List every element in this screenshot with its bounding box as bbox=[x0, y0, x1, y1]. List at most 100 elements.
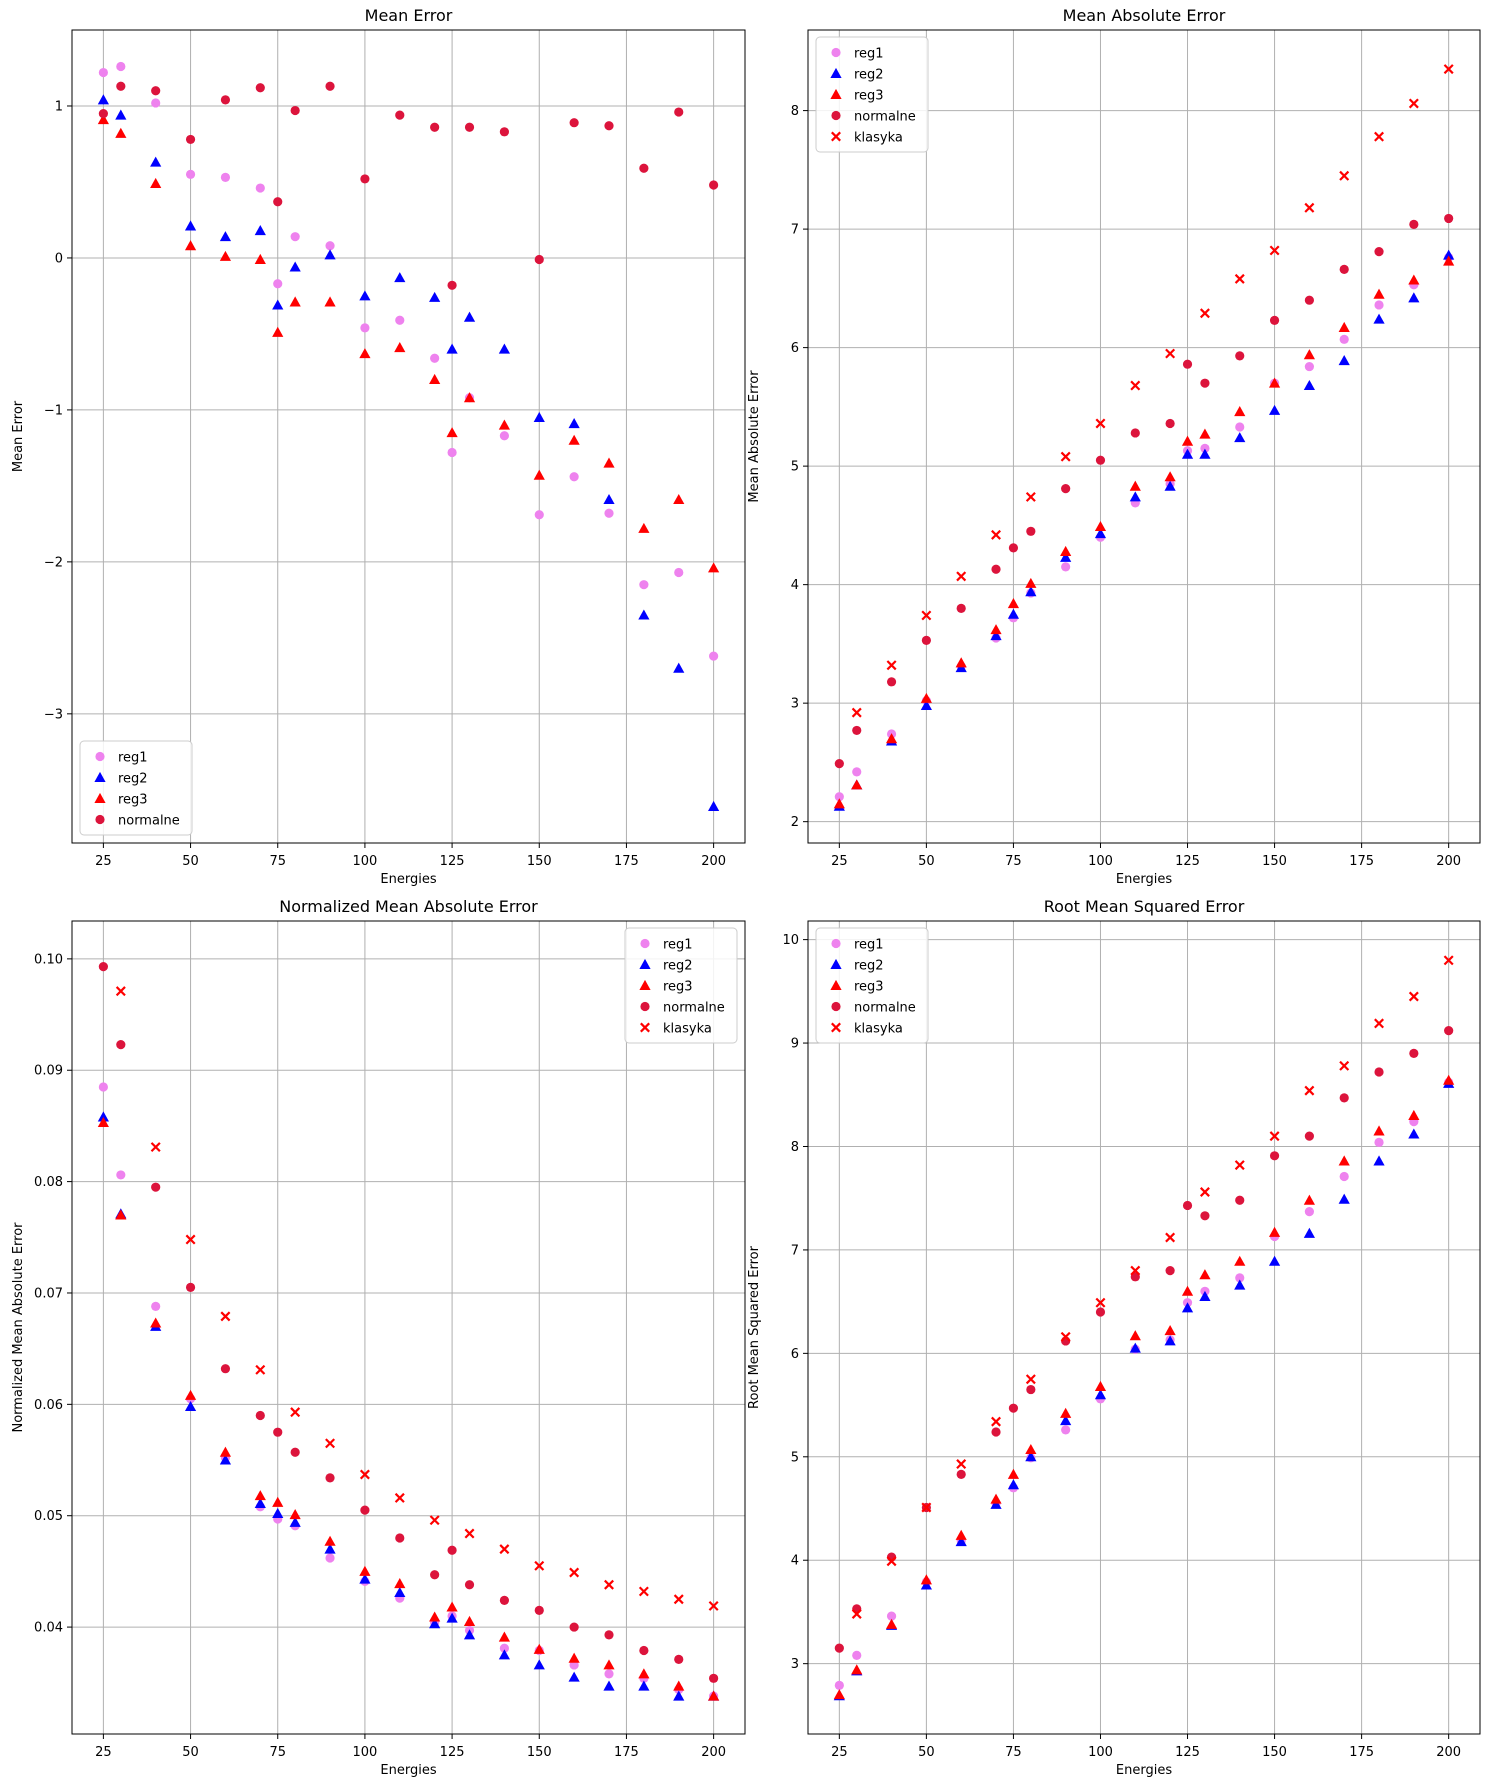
data-point-reg1 bbox=[447, 447, 457, 458]
legend-marker-reg2 bbox=[639, 958, 651, 969]
data-point-reg2 bbox=[1060, 1414, 1072, 1426]
data-point-reg1 bbox=[255, 183, 265, 193]
data-point-klasyka bbox=[150, 1142, 161, 1153]
data-point-reg2 bbox=[1060, 551, 1072, 562]
x-axis-label: Energies bbox=[380, 1763, 436, 1778]
data-point-reg1 bbox=[325, 241, 335, 251]
series-reg1 bbox=[98, 61, 719, 661]
y-tick-label: 3 bbox=[791, 697, 799, 712]
data-point-reg1 bbox=[499, 431, 509, 441]
legend-label: reg3 bbox=[663, 980, 693, 995]
series-normalne bbox=[834, 1026, 1454, 1653]
data-point-klasyka bbox=[1234, 1160, 1245, 1171]
legend-label: normalne bbox=[663, 1001, 725, 1016]
data-point-normalne bbox=[956, 603, 966, 613]
y-tick-label: −3 bbox=[44, 707, 63, 722]
x-tick-label: 150 bbox=[527, 854, 552, 869]
data-point-reg3 bbox=[115, 127, 127, 138]
data-point-reg3 bbox=[955, 1529, 967, 1540]
series-normalne bbox=[98, 81, 719, 290]
legend-marker-reg1 bbox=[831, 47, 841, 58]
series-reg1 bbox=[834, 1077, 1454, 1690]
data-point-normalne bbox=[534, 254, 544, 265]
y-tick-label: 3 bbox=[791, 1657, 799, 1672]
legend-label: reg1 bbox=[663, 938, 693, 953]
legend-box bbox=[624, 927, 738, 1044]
data-point-normalne bbox=[991, 564, 1001, 574]
data-point-normalne bbox=[852, 725, 862, 736]
x-axis-label: Energies bbox=[380, 872, 436, 887]
y-tick-label: 5 bbox=[791, 460, 799, 475]
y-tick-label: 0.09 bbox=[34, 1064, 63, 1079]
data-point-klasyka bbox=[638, 1586, 649, 1597]
data-point-reg1 bbox=[1061, 1425, 1071, 1435]
data-point-reg3 bbox=[1129, 1330, 1141, 1341]
legend-label: klasyka bbox=[663, 1022, 712, 1037]
data-point-normalne bbox=[1061, 484, 1071, 494]
legend-marker-klasyka bbox=[831, 131, 841, 142]
data-point-reg2 bbox=[1007, 608, 1020, 619]
data-point-reg3 bbox=[272, 326, 284, 337]
data-point-reg1 bbox=[834, 792, 844, 802]
data-point-klasyka bbox=[921, 610, 932, 621]
data-point-reg2 bbox=[272, 1507, 284, 1518]
data-point-reg3 bbox=[463, 392, 476, 403]
data-point-normalne bbox=[1130, 428, 1140, 438]
data-point-reg3 bbox=[603, 1659, 615, 1670]
data-point-reg3 bbox=[1199, 1269, 1211, 1280]
data-point-reg2 bbox=[254, 1497, 266, 1508]
data-point-normalne bbox=[674, 107, 684, 117]
chart-title: Mean Error bbox=[365, 6, 453, 25]
plot-frame bbox=[807, 29, 1481, 844]
data-point-normalne bbox=[1304, 1131, 1314, 1141]
data-point-normalne bbox=[1182, 359, 1193, 369]
data-point-klasyka bbox=[1060, 1331, 1071, 1342]
data-point-reg1 bbox=[1304, 1207, 1314, 1217]
data-point-reg1 bbox=[220, 172, 231, 183]
data-point-reg1 bbox=[116, 61, 126, 72]
data-point-reg2 bbox=[920, 699, 932, 711]
data-point-klasyka bbox=[1199, 308, 1210, 319]
data-point-reg3 bbox=[851, 779, 863, 790]
data-point-reg3 bbox=[1234, 1255, 1246, 1266]
legend-label: reg2 bbox=[663, 959, 693, 974]
x-tick-label: 75 bbox=[1005, 1745, 1022, 1760]
legend: reg1 reg2 reg3 normalne klasyka bbox=[815, 36, 929, 153]
data-point-normalne bbox=[1235, 1195, 1245, 1205]
data-point-reg2 bbox=[533, 411, 545, 422]
data-point-reg3 bbox=[533, 1643, 545, 1654]
y-tick-label: −1 bbox=[44, 403, 63, 418]
data-point-klasyka bbox=[1339, 1060, 1350, 1071]
data-point-normalne bbox=[360, 174, 370, 184]
series-reg1 bbox=[834, 252, 1454, 802]
data-point-normalne bbox=[1339, 1093, 1349, 1103]
data-point-reg3 bbox=[272, 1496, 284, 1507]
y-tick-label: 7 bbox=[791, 1243, 799, 1258]
data-point-normalne bbox=[290, 105, 300, 116]
data-point-klasyka bbox=[1304, 202, 1315, 213]
legend-box bbox=[79, 740, 193, 836]
data-point-reg2 bbox=[1373, 313, 1385, 324]
y-tick-label: 2 bbox=[791, 815, 799, 830]
data-point-reg2 bbox=[1268, 404, 1281, 415]
data-point-klasyka bbox=[1269, 1131, 1280, 1142]
y-tick-label: 0.08 bbox=[34, 1175, 63, 1190]
legend-marker-reg2 bbox=[94, 771, 106, 782]
x-tick-label: 125 bbox=[440, 1745, 465, 1760]
data-point-reg3 bbox=[184, 240, 197, 251]
data-point-reg2 bbox=[955, 1536, 967, 1547]
data-point-reg3 bbox=[498, 1631, 510, 1642]
data-point-reg2 bbox=[498, 343, 510, 354]
data-point-klasyka bbox=[1374, 1018, 1385, 1029]
x-tick-label: 100 bbox=[1088, 854, 1113, 869]
data-point-reg2 bbox=[638, 609, 650, 620]
data-point-klasyka bbox=[1130, 380, 1141, 391]
y-tick-label: 6 bbox=[791, 1347, 799, 1362]
data-point-reg3 bbox=[1338, 321, 1350, 332]
legend-label: reg3 bbox=[854, 980, 884, 995]
data-point-reg3 bbox=[359, 348, 371, 359]
data-point-normalne bbox=[255, 83, 265, 93]
data-point-normalne bbox=[151, 86, 161, 96]
x-tick-label: 200 bbox=[1436, 1745, 1461, 1760]
data-point-reg1 bbox=[569, 472, 579, 482]
